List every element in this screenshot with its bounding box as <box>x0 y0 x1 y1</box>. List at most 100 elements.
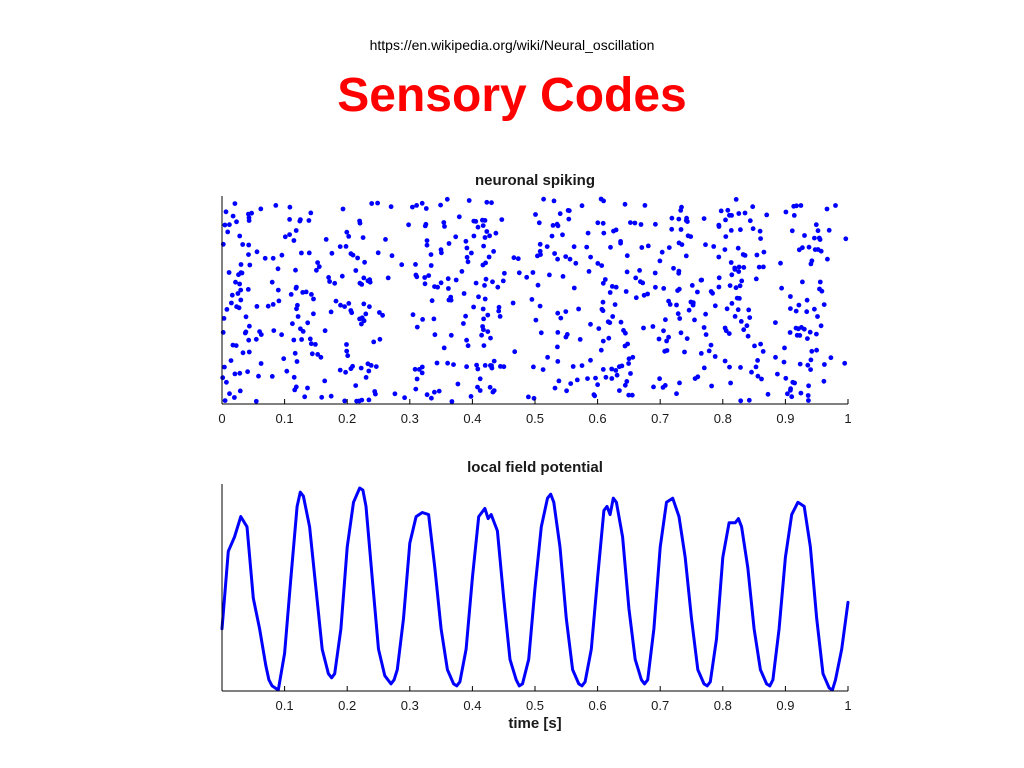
spike-dot <box>825 256 830 262</box>
spike-dot <box>555 310 561 316</box>
spike-dot <box>461 321 466 326</box>
spike-dot <box>775 371 780 377</box>
spike-dot <box>752 343 757 349</box>
spike-dot <box>747 315 753 320</box>
spike-dot <box>788 387 793 393</box>
spike-dot <box>671 265 676 271</box>
lfp-x-tick-label: 0.8 <box>714 698 732 713</box>
spike-dot <box>711 244 717 249</box>
spike-dot <box>375 200 380 206</box>
spike-dot <box>308 341 314 347</box>
spike-dot <box>753 276 759 282</box>
spike-dot <box>224 307 230 312</box>
spike-dot <box>563 334 569 340</box>
spike-dot <box>489 365 495 371</box>
spike-dot <box>630 354 636 360</box>
spike-dot <box>557 211 563 217</box>
spike-dot <box>577 337 583 342</box>
spike-dot <box>732 265 738 271</box>
spike-dot <box>824 206 830 212</box>
spike-dot <box>292 387 298 393</box>
spike-dot <box>293 228 299 233</box>
spike-dot <box>490 279 495 285</box>
spike-dot <box>270 302 276 307</box>
spike-dot <box>533 212 538 217</box>
spike-dot <box>468 394 474 399</box>
raster-x-tick-label: 0.3 <box>401 411 419 426</box>
spike-dot <box>698 277 704 283</box>
spike-dot <box>796 247 802 253</box>
spike-dot <box>491 249 496 254</box>
spike-dot <box>653 284 658 290</box>
spike-dot <box>676 216 682 222</box>
spike-dot <box>495 284 501 290</box>
spike-dot <box>464 254 470 260</box>
spike-dot <box>226 270 232 275</box>
spike-dot <box>663 317 668 323</box>
spike-dot <box>237 388 243 394</box>
spike-dot <box>778 260 783 266</box>
spike-dot <box>701 325 707 330</box>
spike-dot <box>736 269 742 274</box>
spike-dot <box>455 381 461 387</box>
spike-dot <box>726 331 732 336</box>
spike-dot <box>222 398 228 403</box>
spike-dot <box>686 307 692 313</box>
spike-dot <box>423 206 429 211</box>
spike-dot <box>679 204 684 210</box>
spike-dot <box>459 269 465 274</box>
spike-dot <box>247 323 252 329</box>
spike-dot <box>571 285 577 291</box>
spike-dot <box>598 347 604 353</box>
spike-dot <box>480 306 486 312</box>
spike-dot <box>666 245 672 251</box>
spike-dot <box>360 235 366 241</box>
spike-dot <box>342 398 348 404</box>
spike-dot <box>343 244 349 249</box>
spike-dot <box>600 338 606 344</box>
spike-dot <box>361 301 367 307</box>
spike-dot <box>359 282 365 287</box>
spike-dot <box>281 356 287 362</box>
spike-dot <box>586 269 592 274</box>
spike-dot <box>329 250 335 256</box>
spike-dot <box>724 306 730 312</box>
spike-dot <box>246 349 252 355</box>
spike-dot <box>570 364 576 369</box>
spike-dot <box>761 249 767 255</box>
spike-dot <box>315 352 321 357</box>
spike-dot <box>240 242 246 247</box>
spike-dot <box>595 220 601 226</box>
spike-dot <box>735 307 741 313</box>
spike-dot <box>484 229 490 234</box>
spike-dot <box>809 258 815 264</box>
spike-dot <box>600 367 606 372</box>
spike-dot <box>246 337 252 343</box>
spike-dot <box>249 210 255 216</box>
spike-dot <box>688 234 694 240</box>
spike-dot <box>722 325 728 331</box>
spike-dot <box>302 394 308 400</box>
spike-dot <box>307 336 313 342</box>
spike-dot <box>746 397 752 403</box>
spike-dot <box>363 375 369 380</box>
spike-dot <box>357 218 362 224</box>
spike-dot <box>576 306 581 312</box>
spike-dot <box>638 222 644 227</box>
spike-dot <box>332 280 338 286</box>
spike-dot <box>628 371 633 376</box>
spike-dot <box>353 268 359 273</box>
spike-dot <box>485 312 491 318</box>
spike-dot <box>595 382 600 388</box>
spike-dot <box>480 223 486 229</box>
spike-dot <box>224 379 229 385</box>
spike-dot <box>579 363 585 368</box>
spike-dot <box>809 348 815 354</box>
spike-dot <box>309 351 315 357</box>
spike-dot <box>613 368 619 373</box>
spike-dot <box>781 359 787 365</box>
spike-dot <box>271 328 277 333</box>
spike-dot <box>422 281 428 287</box>
spike-dot <box>383 237 388 242</box>
spike-dot <box>683 253 689 259</box>
